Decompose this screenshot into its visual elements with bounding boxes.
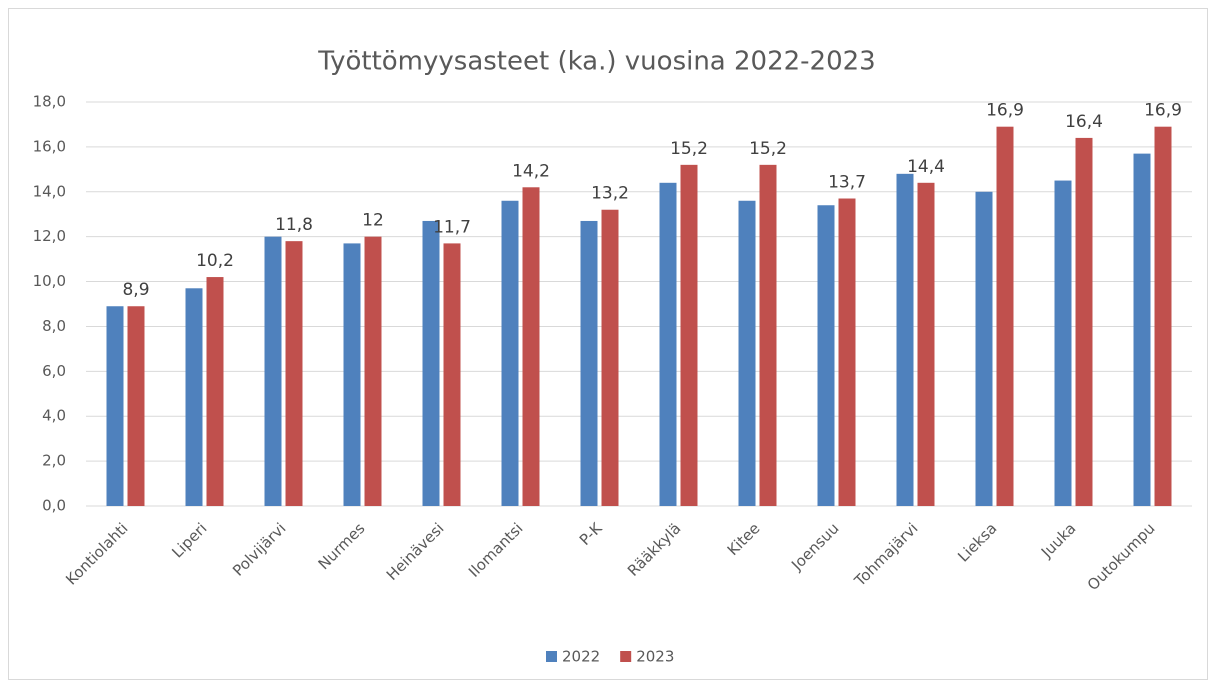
y-tick-label: 2,0 xyxy=(42,452,66,470)
bar xyxy=(738,200,756,506)
data-label: 10,2 xyxy=(196,251,234,271)
bar xyxy=(659,182,677,507)
data-label: 11,7 xyxy=(433,217,471,237)
y-tick-label: 12,0 xyxy=(33,227,66,245)
y-tick-label: 16,0 xyxy=(33,137,66,155)
data-label: 15,2 xyxy=(670,139,708,159)
bar xyxy=(127,306,145,506)
data-label: 8,9 xyxy=(122,280,149,300)
legend-label: 2022 xyxy=(562,648,600,666)
data-label: 14,4 xyxy=(907,157,945,177)
bar xyxy=(580,220,598,506)
bar xyxy=(443,243,461,506)
bar xyxy=(343,243,361,506)
bar xyxy=(917,182,935,507)
bar xyxy=(264,236,282,506)
data-label: 12 xyxy=(362,211,384,231)
bar xyxy=(680,164,698,506)
bar xyxy=(364,236,382,506)
data-label: 13,2 xyxy=(591,184,629,204)
bar xyxy=(1154,126,1172,506)
data-label: 16,9 xyxy=(986,101,1024,121)
bar xyxy=(285,241,303,506)
legend-label: 2023 xyxy=(636,648,674,666)
data-label: 14,2 xyxy=(512,161,550,181)
data-label: 15,2 xyxy=(749,139,787,159)
bar xyxy=(601,209,619,506)
bar xyxy=(501,200,519,506)
bar xyxy=(817,205,835,506)
bar xyxy=(759,164,777,506)
bar xyxy=(896,173,914,507)
legend-swatch xyxy=(620,651,632,662)
bar xyxy=(838,198,856,506)
data-label: 13,7 xyxy=(828,173,866,193)
bar xyxy=(996,126,1014,506)
bar xyxy=(975,191,993,506)
bar xyxy=(106,306,124,506)
data-label: 11,8 xyxy=(275,215,313,235)
bar xyxy=(1054,180,1072,507)
y-tick-label: 8,0 xyxy=(42,317,66,335)
y-tick-label: 0,0 xyxy=(42,497,66,515)
bar xyxy=(206,277,224,506)
bar xyxy=(185,288,203,506)
bar xyxy=(522,187,540,507)
legend-swatch xyxy=(546,651,557,662)
chart-title: Työttömyysasteet (ka.) vuosina 2022-2023 xyxy=(317,47,875,77)
bar xyxy=(1075,137,1093,506)
bar xyxy=(1133,153,1151,506)
y-tick-label: 10,0 xyxy=(33,272,66,290)
data-label: 16,9 xyxy=(1144,101,1182,121)
y-tick-label: 18,0 xyxy=(33,93,66,111)
data-label: 16,4 xyxy=(1065,112,1103,132)
y-tick-label: 14,0 xyxy=(33,182,66,200)
y-tick-label: 4,0 xyxy=(42,407,66,425)
y-tick-label: 6,0 xyxy=(42,362,66,380)
bar xyxy=(422,220,440,506)
